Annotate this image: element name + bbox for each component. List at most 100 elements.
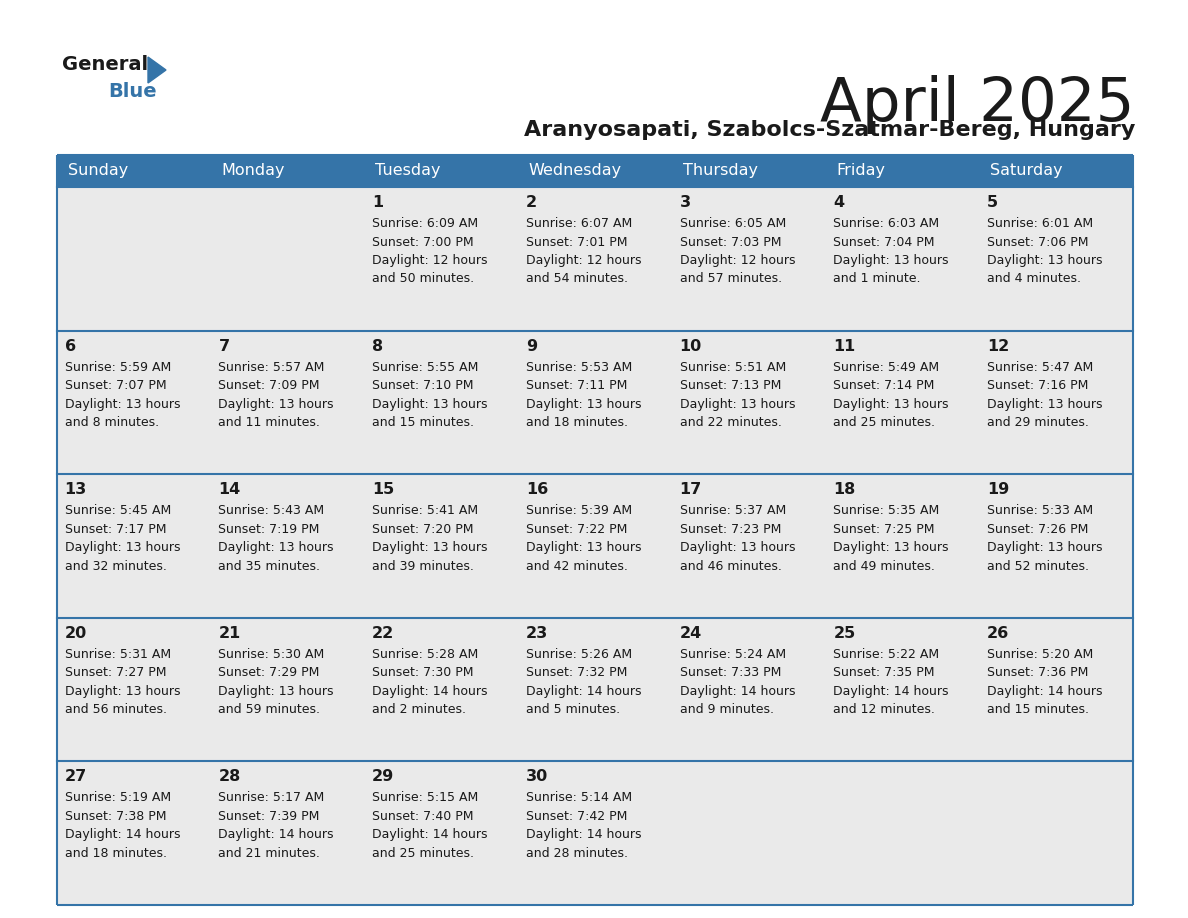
Text: Daylight: 14 hours: Daylight: 14 hours <box>833 685 949 698</box>
Bar <box>826 475 979 618</box>
Text: Sunrise: 5:55 AM: Sunrise: 5:55 AM <box>372 361 479 374</box>
Text: Sunset: 7:09 PM: Sunset: 7:09 PM <box>219 379 320 392</box>
Text: Sunrise: 5:33 AM: Sunrise: 5:33 AM <box>987 504 1093 517</box>
Text: Thursday: Thursday <box>683 163 758 178</box>
Text: Sunrise: 6:09 AM: Sunrise: 6:09 AM <box>372 217 479 230</box>
Text: Sunset: 7:10 PM: Sunset: 7:10 PM <box>372 379 474 392</box>
Text: Sunset: 7:04 PM: Sunset: 7:04 PM <box>833 236 935 249</box>
Bar <box>979 761 1133 905</box>
Text: Daylight: 14 hours: Daylight: 14 hours <box>987 685 1102 698</box>
Text: and 22 minutes.: and 22 minutes. <box>680 416 782 429</box>
Bar <box>979 475 1133 618</box>
Bar <box>672 475 826 618</box>
Text: and 25 minutes.: and 25 minutes. <box>833 416 935 429</box>
Text: 6: 6 <box>64 339 76 353</box>
Bar <box>57 155 1133 187</box>
Bar <box>518 475 672 618</box>
Text: and 35 minutes.: and 35 minutes. <box>219 560 321 573</box>
Text: Daylight: 13 hours: Daylight: 13 hours <box>833 397 949 410</box>
Text: Sunrise: 5:28 AM: Sunrise: 5:28 AM <box>372 648 479 661</box>
Text: and 25 minutes.: and 25 minutes. <box>372 847 474 860</box>
Text: Sunrise: 6:07 AM: Sunrise: 6:07 AM <box>526 217 632 230</box>
Text: Sunrise: 5:59 AM: Sunrise: 5:59 AM <box>64 361 171 374</box>
Text: 28: 28 <box>219 769 241 784</box>
Text: Sunset: 7:33 PM: Sunset: 7:33 PM <box>680 666 781 679</box>
Text: 16: 16 <box>526 482 548 498</box>
Text: 19: 19 <box>987 482 1010 498</box>
Text: Sunset: 7:42 PM: Sunset: 7:42 PM <box>526 810 627 823</box>
Text: Daylight: 13 hours: Daylight: 13 hours <box>680 397 795 410</box>
Text: and 49 minutes.: and 49 minutes. <box>833 560 935 573</box>
Text: Sunset: 7:36 PM: Sunset: 7:36 PM <box>987 666 1088 679</box>
Text: Saturday: Saturday <box>990 163 1063 178</box>
Text: and 28 minutes.: and 28 minutes. <box>526 847 627 860</box>
Text: Sunset: 7:29 PM: Sunset: 7:29 PM <box>219 666 320 679</box>
Text: Sunset: 7:40 PM: Sunset: 7:40 PM <box>372 810 474 823</box>
Text: Daylight: 13 hours: Daylight: 13 hours <box>680 542 795 554</box>
Text: 12: 12 <box>987 339 1010 353</box>
Bar <box>826 330 979 475</box>
Text: Sunset: 7:01 PM: Sunset: 7:01 PM <box>526 236 627 249</box>
Text: Sunrise: 5:49 AM: Sunrise: 5:49 AM <box>833 361 940 374</box>
Text: Sunset: 7:19 PM: Sunset: 7:19 PM <box>219 522 320 536</box>
Text: and 5 minutes.: and 5 minutes. <box>526 703 620 716</box>
Text: Daylight: 12 hours: Daylight: 12 hours <box>372 254 487 267</box>
Text: Sunrise: 5:41 AM: Sunrise: 5:41 AM <box>372 504 479 517</box>
Text: 13: 13 <box>64 482 87 498</box>
Text: Sunset: 7:03 PM: Sunset: 7:03 PM <box>680 236 781 249</box>
Text: and 4 minutes.: and 4 minutes. <box>987 273 1081 285</box>
Text: and 39 minutes.: and 39 minutes. <box>372 560 474 573</box>
Bar <box>365 187 518 330</box>
Text: 27: 27 <box>64 769 87 784</box>
Text: Sunrise: 5:15 AM: Sunrise: 5:15 AM <box>372 791 479 804</box>
Text: Sunrise: 5:53 AM: Sunrise: 5:53 AM <box>526 361 632 374</box>
Text: Sunrise: 5:31 AM: Sunrise: 5:31 AM <box>64 648 171 661</box>
Text: and 15 minutes.: and 15 minutes. <box>987 703 1089 716</box>
Bar <box>518 761 672 905</box>
Text: Sunset: 7:38 PM: Sunset: 7:38 PM <box>64 810 166 823</box>
Text: 24: 24 <box>680 626 702 641</box>
Text: Daylight: 13 hours: Daylight: 13 hours <box>526 397 642 410</box>
Text: Sunrise: 5:43 AM: Sunrise: 5:43 AM <box>219 504 324 517</box>
Text: 8: 8 <box>372 339 384 353</box>
Bar <box>210 618 365 761</box>
Text: 15: 15 <box>372 482 394 498</box>
Text: Daylight: 12 hours: Daylight: 12 hours <box>680 254 795 267</box>
Text: Daylight: 14 hours: Daylight: 14 hours <box>526 685 642 698</box>
Text: and 21 minutes.: and 21 minutes. <box>219 847 321 860</box>
Text: Sunrise: 5:24 AM: Sunrise: 5:24 AM <box>680 648 785 661</box>
Text: Sunset: 7:07 PM: Sunset: 7:07 PM <box>64 379 166 392</box>
Bar <box>979 187 1133 330</box>
Text: 7: 7 <box>219 339 229 353</box>
Text: Sunset: 7:17 PM: Sunset: 7:17 PM <box>64 522 166 536</box>
Text: and 29 minutes.: and 29 minutes. <box>987 416 1089 429</box>
Text: 2: 2 <box>526 195 537 210</box>
Text: 5: 5 <box>987 195 998 210</box>
Text: Daylight: 13 hours: Daylight: 13 hours <box>372 542 487 554</box>
Text: and 2 minutes.: and 2 minutes. <box>372 703 466 716</box>
Text: 4: 4 <box>833 195 845 210</box>
Text: Sunset: 7:27 PM: Sunset: 7:27 PM <box>64 666 166 679</box>
Text: Daylight: 14 hours: Daylight: 14 hours <box>680 685 795 698</box>
Text: and 18 minutes.: and 18 minutes. <box>526 416 627 429</box>
Text: 11: 11 <box>833 339 855 353</box>
Text: and 32 minutes.: and 32 minutes. <box>64 560 166 573</box>
Text: and 42 minutes.: and 42 minutes. <box>526 560 627 573</box>
Bar <box>826 618 979 761</box>
Bar <box>826 187 979 330</box>
Text: 18: 18 <box>833 482 855 498</box>
Text: and 9 minutes.: and 9 minutes. <box>680 703 773 716</box>
Text: Sunrise: 6:05 AM: Sunrise: 6:05 AM <box>680 217 785 230</box>
Text: Sunset: 7:22 PM: Sunset: 7:22 PM <box>526 522 627 536</box>
Text: and 46 minutes.: and 46 minutes. <box>680 560 782 573</box>
Text: Sunrise: 5:45 AM: Sunrise: 5:45 AM <box>64 504 171 517</box>
Text: Daylight: 13 hours: Daylight: 13 hours <box>372 397 487 410</box>
Text: Daylight: 14 hours: Daylight: 14 hours <box>526 828 642 842</box>
Bar <box>57 761 210 905</box>
Bar <box>57 618 210 761</box>
Text: Daylight: 13 hours: Daylight: 13 hours <box>833 254 949 267</box>
Bar <box>210 187 365 330</box>
Bar <box>518 330 672 475</box>
Text: Sunset: 7:00 PM: Sunset: 7:00 PM <box>372 236 474 249</box>
Text: Daylight: 13 hours: Daylight: 13 hours <box>219 542 334 554</box>
